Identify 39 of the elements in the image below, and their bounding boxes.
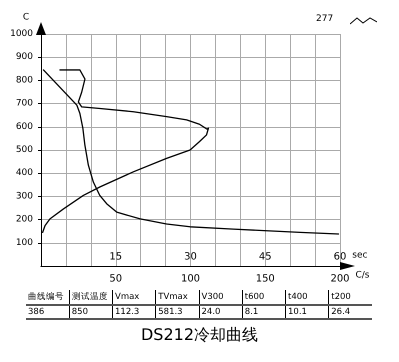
x-tick-label: 30 (184, 252, 197, 262)
x2-tick-label: 200 (330, 274, 350, 284)
x-axis-title: sec (352, 250, 368, 260)
text: Vmax (112, 290, 156, 305)
text: 386 (27, 306, 46, 319)
y-tick-label: 100 (16, 238, 34, 248)
text: 测试温度 (69, 290, 112, 305)
x2-axis-title: C/s (355, 270, 370, 280)
y-tick-label: 900 (16, 52, 34, 62)
y-tick-label: 800 (16, 75, 34, 86)
x-tick-label: 60 (334, 252, 346, 262)
x-tick-label: 15 (109, 252, 122, 262)
text: t400 (286, 290, 329, 305)
text: 26.4 (328, 305, 372, 319)
x-tick-label: 45 (258, 252, 272, 262)
y-tick-label: 1000 (10, 29, 34, 39)
y-axis-title: C (22, 12, 30, 22)
text: 581.3 (156, 305, 199, 319)
text: 24.0 (199, 305, 242, 319)
y-tick-label: 300 (16, 191, 34, 202)
y-tick-label: 400 (16, 168, 34, 178)
x2-tick-label: 100 (180, 274, 200, 284)
y-tick-label: 700 (16, 98, 34, 109)
text: 曲线编号 (27, 291, 65, 304)
y-tick-label: 200 (16, 214, 34, 225)
y-tick-label: 600 (16, 122, 34, 132)
x2-tick-label: 50 (109, 274, 122, 284)
text: t600 (242, 290, 286, 305)
text: t200 (328, 290, 372, 305)
text: 8.1 (242, 305, 286, 319)
text: TVmax (156, 290, 199, 305)
text: 850 (69, 305, 112, 319)
text: 10.1 (286, 305, 329, 319)
text: 277 (316, 14, 334, 24)
x2-tick-label: 150 (256, 274, 275, 284)
text: V300 (199, 290, 242, 305)
text: DS212冷却曲线 (140, 325, 259, 346)
text: 112.3 (112, 305, 156, 319)
y-tick-label: 500 (16, 145, 34, 155)
